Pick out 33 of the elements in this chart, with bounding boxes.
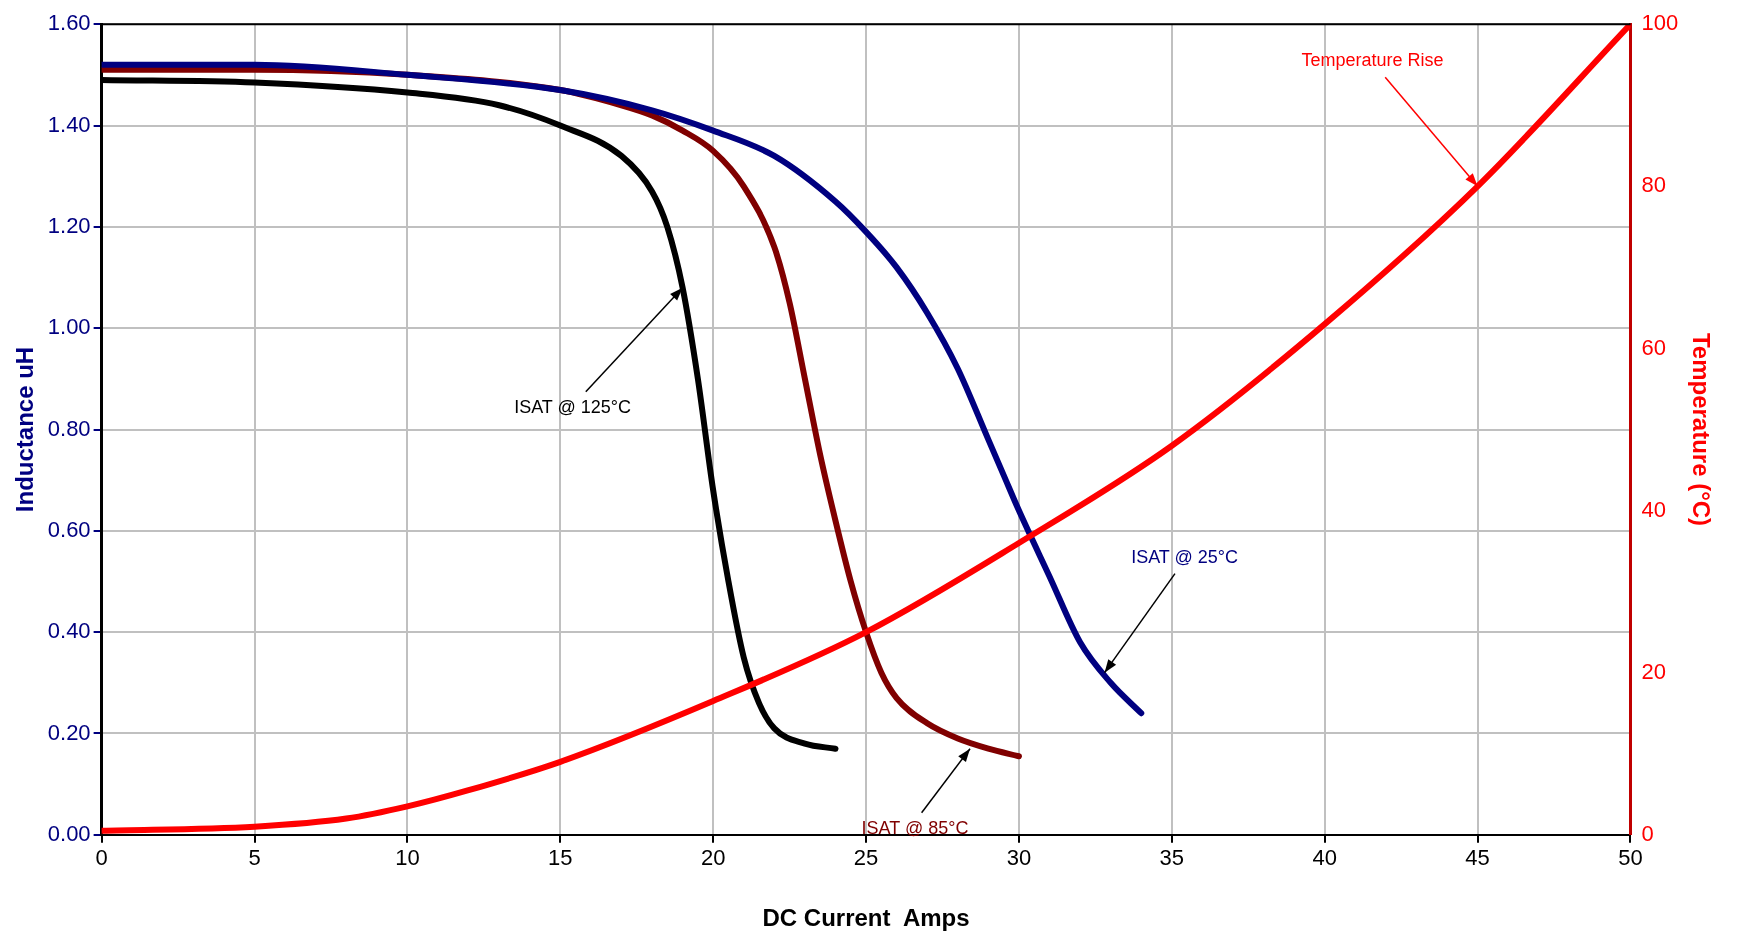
x-tick-label: 45 bbox=[1465, 845, 1490, 871]
y-axis-title: Inductance uH bbox=[11, 346, 39, 513]
y2-tick-label: 100 bbox=[1641, 10, 1679, 36]
y-tick-label: 1.00 bbox=[47, 314, 91, 340]
y2-axis-title: Temperature (°C) bbox=[1687, 332, 1715, 527]
y2-tick-label: 0 bbox=[1641, 820, 1654, 846]
x-tick-label: 40 bbox=[1312, 845, 1337, 871]
y-tick-label: 1.40 bbox=[47, 111, 91, 137]
annotation: ISAT @ 125°C bbox=[514, 396, 632, 417]
annotation: ISAT @ 85°C bbox=[861, 817, 969, 838]
y-tick-label: 0.20 bbox=[47, 719, 91, 745]
y-tick-label: 0.80 bbox=[47, 415, 91, 441]
y-tick-label: 0.00 bbox=[47, 820, 91, 846]
y-tick-label: 0.60 bbox=[47, 516, 91, 542]
x-tick-label: 0 bbox=[95, 845, 108, 871]
x-axis-title: DC Current Amps bbox=[762, 904, 970, 932]
x-tick-label: 20 bbox=[700, 845, 726, 871]
x-tick-label: 35 bbox=[1159, 845, 1185, 871]
y2-tick-label: 60 bbox=[1641, 334, 1666, 360]
y2-tick-label: 40 bbox=[1641, 496, 1666, 522]
y-tick-label: 1.20 bbox=[47, 212, 91, 238]
y2-tick-label: 20 bbox=[1641, 658, 1666, 684]
x-tick-label: 50 bbox=[1618, 845, 1643, 871]
x-tick-label: 15 bbox=[548, 845, 573, 871]
x-tick-label: 25 bbox=[853, 845, 879, 871]
x-tick-label: 5 bbox=[248, 845, 261, 871]
annotation: Temperature Rise bbox=[1301, 50, 1444, 71]
y-tick-label: 0.40 bbox=[47, 618, 91, 644]
x-tick-label: 10 bbox=[395, 845, 420, 871]
x-tick-label: 30 bbox=[1006, 845, 1032, 871]
y-tick-label: 1.60 bbox=[47, 10, 91, 36]
y2-tick-label: 80 bbox=[1641, 172, 1666, 198]
annotation: ISAT @ 25°C bbox=[1131, 546, 1238, 567]
